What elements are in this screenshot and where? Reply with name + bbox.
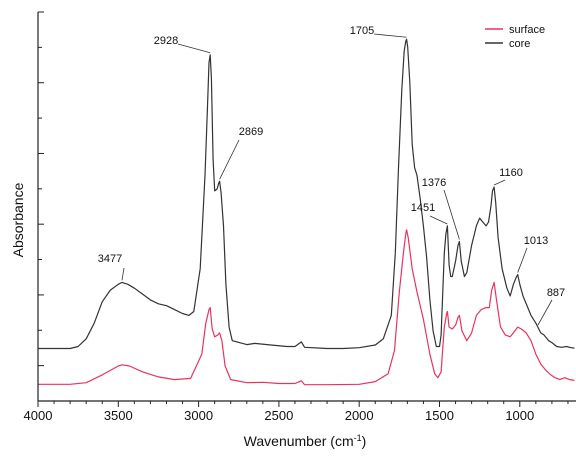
annotation-leader xyxy=(429,215,448,225)
peak-label: 1160 xyxy=(499,167,523,179)
legend: surface core xyxy=(485,24,545,50)
x-axis-title: Wavenumber (cm-1) xyxy=(244,433,367,449)
x-tick-label: 4000 xyxy=(24,408,53,423)
x-tick-label: 3500 xyxy=(104,408,133,423)
x-tick-label: 1500 xyxy=(425,408,454,423)
y-axis-title: Absorbance xyxy=(10,182,26,257)
peak-label: 2869 xyxy=(239,126,263,138)
series-line-core xyxy=(38,38,575,350)
x-tick-label: 2500 xyxy=(264,408,293,423)
peak-label: 1451 xyxy=(411,202,435,214)
annotation-layer: 3477 2928 2869 1705 1451 1376 1160 1013 887 xyxy=(98,25,565,326)
axes: 4000 3500 3000 2500 2000 1500 1000 xyxy=(24,11,576,423)
annotation-leader xyxy=(443,189,460,240)
legend-label: core xyxy=(509,38,530,50)
annotation-leader xyxy=(493,179,506,186)
x-tick-label: 1000 xyxy=(505,408,534,423)
annotation-leader xyxy=(121,267,125,281)
series-layer xyxy=(38,38,575,386)
series-line-surface xyxy=(38,229,575,386)
annotation-leader xyxy=(517,247,528,273)
peak-label: 1376 xyxy=(422,177,446,189)
annotation-leader xyxy=(219,139,240,180)
annotation-leader xyxy=(373,33,407,38)
x-tick-label: 3000 xyxy=(184,408,213,423)
peak-label: 1013 xyxy=(524,235,548,247)
peak-label: 3477 xyxy=(98,253,122,265)
annotation-leader xyxy=(537,299,553,326)
legend-label: surface xyxy=(509,24,545,36)
x-tick-label: 2000 xyxy=(345,408,374,423)
peak-label: 1705 xyxy=(350,25,374,37)
annotation-leader xyxy=(177,43,211,54)
peak-label: 2928 xyxy=(154,35,178,47)
peak-label: 887 xyxy=(547,287,565,299)
